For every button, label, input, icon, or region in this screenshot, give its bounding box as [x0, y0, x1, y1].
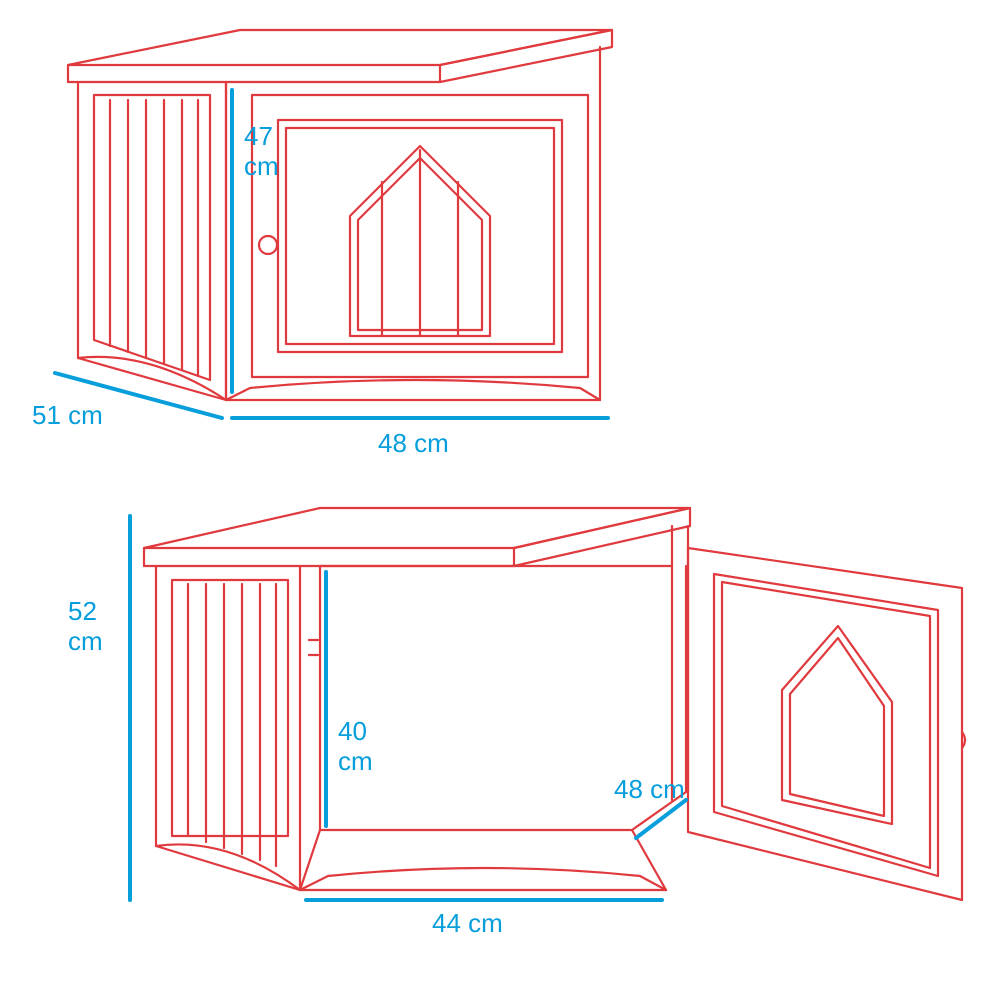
- label-40-unit: cm: [338, 746, 373, 776]
- label-44: 44 cm: [432, 908, 503, 938]
- label-47-value: 47: [244, 121, 273, 151]
- label-48b: 48 cm: [614, 774, 685, 804]
- label-48-value: 48 cm: [378, 428, 449, 458]
- dim-line-48b: [636, 800, 686, 838]
- label-52-value: 52: [68, 596, 97, 626]
- open-view: 52 cm 40 cm 48 cm 44 cm: [68, 508, 965, 938]
- label-40-value: 40: [338, 716, 367, 746]
- diagram-canvas: 47 cm 51 cm 48 cm: [0, 0, 1001, 1001]
- label-47-unit: cm: [244, 151, 279, 181]
- closed-view: 47 cm 51 cm 48 cm: [32, 30, 612, 458]
- label-51-value: 51 cm: [32, 400, 103, 430]
- label-52-unit: cm: [68, 626, 103, 656]
